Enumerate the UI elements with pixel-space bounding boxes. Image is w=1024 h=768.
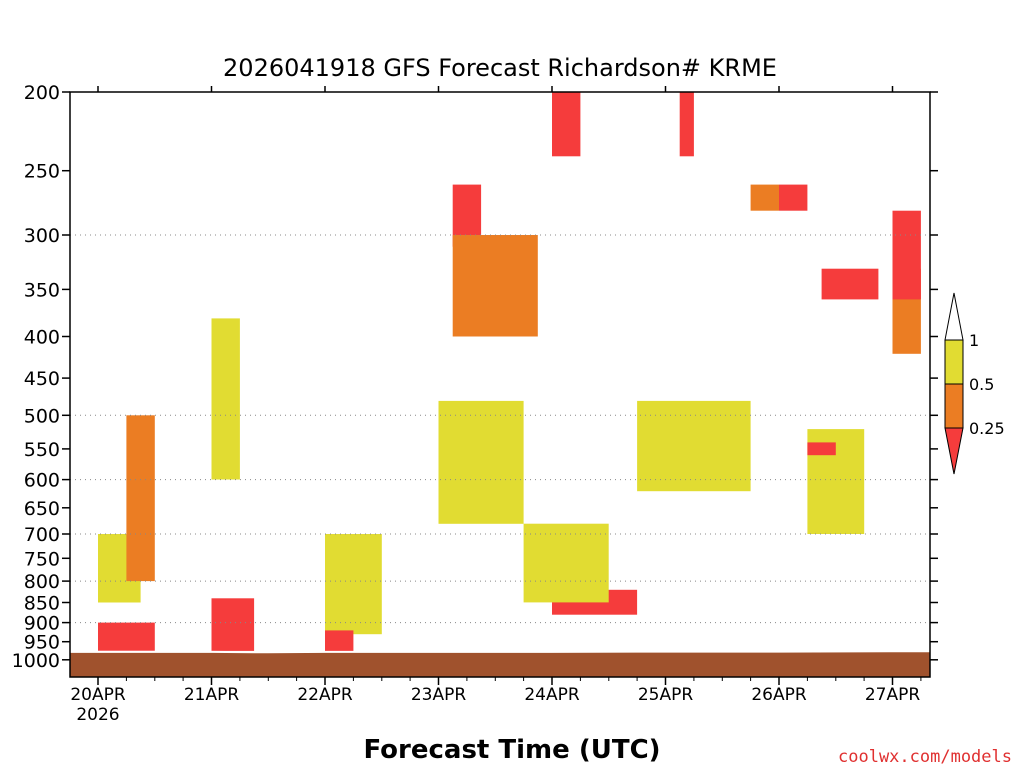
x-tick-label: 25APR <box>638 685 694 705</box>
legend-arrow-top <box>944 292 964 341</box>
y-tick-label: 200 <box>24 82 60 104</box>
heatmap-cell <box>892 210 921 300</box>
y-tick-label: 700 <box>24 524 60 546</box>
y-tick-label: 250 <box>24 161 60 183</box>
chart-title: 2026041918 GFS Forecast Richardson# KRME <box>223 54 777 82</box>
heatmap-cell <box>325 534 382 635</box>
legend-label: 0.5 <box>969 375 994 394</box>
credit-text: coolwx.com/models <box>838 747 1012 767</box>
x-tick-label: 22APR <box>297 685 353 705</box>
x-tick-label: 26APR <box>751 685 807 705</box>
plot-frame <box>69 91 931 678</box>
heatmap-cells <box>98 92 921 652</box>
y-tick-label: 900 <box>24 613 60 635</box>
heatmap-cell <box>211 598 255 651</box>
y-tick-label: 950 <box>24 632 60 654</box>
y-tick-label: 500 <box>24 405 60 427</box>
ground-layer <box>70 650 930 677</box>
legend-swatch <box>944 339 964 385</box>
x-tick-label: 24APR <box>524 685 580 705</box>
heatmap-cell <box>679 92 694 157</box>
colorbar-legend: 1 0.5 0.25 <box>944 292 1005 475</box>
x-axis-title: Forecast Time (UTC) <box>363 735 660 765</box>
y-tick-label: 400 <box>24 327 60 349</box>
y-tick-label: 800 <box>24 571 60 593</box>
heatmap-cell <box>750 184 779 211</box>
y-tick-label: 550 <box>24 439 60 461</box>
heatmap-cell <box>637 400 751 492</box>
y-tick-label: 850 <box>24 593 60 615</box>
heatmap-cell <box>523 523 609 603</box>
plot-area <box>69 91 931 678</box>
heatmap-cell <box>211 318 240 480</box>
heatmap-cell <box>779 184 808 211</box>
heatmap-cell <box>438 400 524 524</box>
heatmap-cell <box>807 442 836 456</box>
y-tick-label: 600 <box>24 470 60 492</box>
legend-swatch <box>944 383 964 429</box>
x-tick-label: 27APR <box>865 685 921 705</box>
y-tick-label: 650 <box>24 498 60 520</box>
x-tick-label: 21APR <box>184 685 240 705</box>
y-tick-label: 750 <box>24 548 60 570</box>
y-tick-label: 350 <box>24 279 60 301</box>
gridlines <box>70 234 930 624</box>
legend-arrow-bottom <box>944 427 964 475</box>
legend-label: 0.25 <box>969 419 1005 438</box>
ground-fill <box>70 651 930 677</box>
heatmap-cell <box>452 235 538 337</box>
heatmap-cell <box>821 268 879 300</box>
heatmap-cell <box>552 92 581 157</box>
y-tick-label: 1000 <box>12 650 60 672</box>
x-tick-label: 23APR <box>411 685 467 705</box>
surface-line <box>70 650 930 654</box>
legend-label: 1 <box>969 331 979 350</box>
y-axis: 200 250 300 350 400 450 500 550 600 650 7007508008… <box>12 82 938 672</box>
x-axis-sublabel: 2026 <box>76 705 119 725</box>
heatmap-cell <box>126 415 155 582</box>
y-tick-label: 300 <box>24 225 60 247</box>
heatmap-cell <box>98 622 155 651</box>
x-tick-label: 20APR <box>70 685 126 705</box>
y-tick-label: 450 <box>24 368 60 390</box>
heatmap-cell <box>325 630 354 652</box>
x-axis: 20APR 21APR 22APR 23APR 24APR 25APR 26APR 27APR <box>70 86 922 705</box>
